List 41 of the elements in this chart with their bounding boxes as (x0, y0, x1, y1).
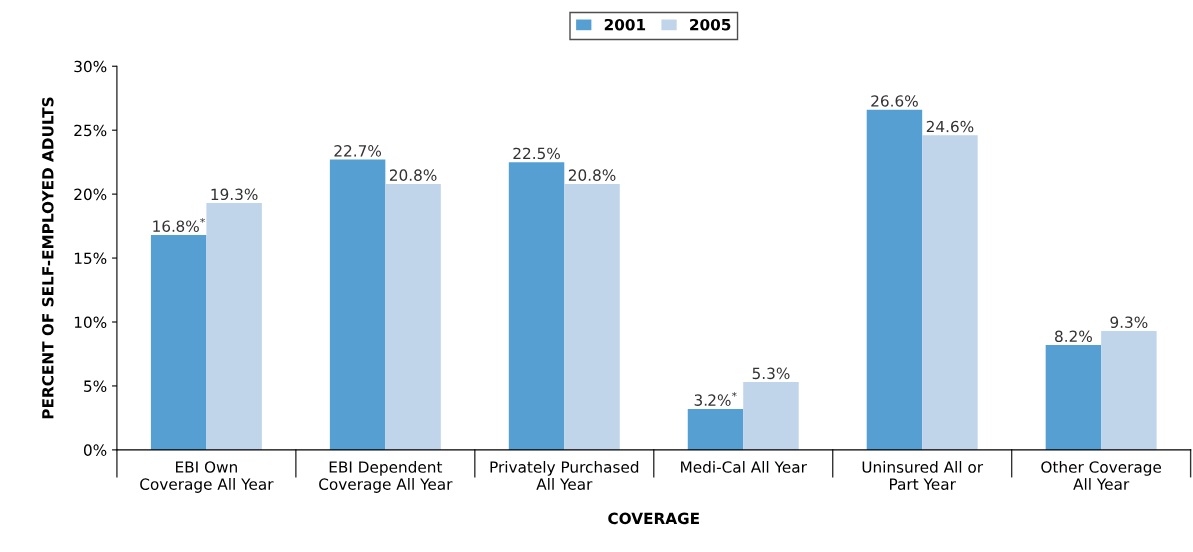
x-tick-label: EBI Own Coverage All Year (140, 461, 274, 493)
y-tick-label: 20% (74, 188, 107, 201)
y-tick-label: 0% (83, 444, 107, 456)
legend-label: 2005 (690, 18, 731, 31)
y-tick-label: 25% (74, 124, 107, 137)
bar (866, 109, 923, 450)
data-label: 5.3% (752, 367, 790, 380)
x-tick-label: Uninsured All or Part Year (862, 460, 984, 490)
bar (329, 159, 386, 450)
bar (206, 203, 262, 450)
y-tick-label: 5% (84, 380, 107, 392)
data-label: 20.8% (568, 169, 616, 181)
x-tick-label: Other Coverage All Year (1041, 460, 1162, 490)
data-label: 3.2%$^{*}$ (694, 391, 737, 406)
legend-label: 2001 (604, 18, 646, 31)
bar (385, 183, 441, 450)
data-label: 20.8% (389, 169, 437, 181)
data-label: 16.8%$^{*}$ (153, 217, 205, 232)
bar (922, 135, 978, 450)
data-label: 22.7% (334, 145, 382, 157)
data-label: 9.3% (1110, 316, 1148, 328)
data-label: 24.6% (926, 120, 974, 133)
data-label: 26.6% (871, 95, 918, 107)
bar (150, 235, 207, 450)
data-label: 8.2% (1055, 330, 1092, 343)
data-label: 22.5% (513, 147, 560, 160)
bar (743, 382, 799, 450)
y-tick-label: 15% (74, 252, 107, 265)
x-tick-label: EBI Dependent Coverage All Year (319, 460, 453, 493)
bar (687, 408, 744, 450)
y-tick-label: 30% (74, 60, 107, 73)
bar (508, 162, 565, 450)
x-tick-label: Privately Purchased All Year (490, 460, 639, 490)
y-axis-title: PERCENT OF SELF-EMPLOYED ADULTS (42, 97, 54, 419)
y-tick-label: 10% (74, 316, 107, 329)
bar (1045, 345, 1102, 450)
x-axis-title: COVERAGE (608, 512, 699, 525)
data-label: 19.3% (211, 188, 258, 201)
bar (1101, 330, 1157, 450)
x-tick-label: Medi-Cal All Year (681, 460, 807, 473)
bar (564, 183, 620, 450)
